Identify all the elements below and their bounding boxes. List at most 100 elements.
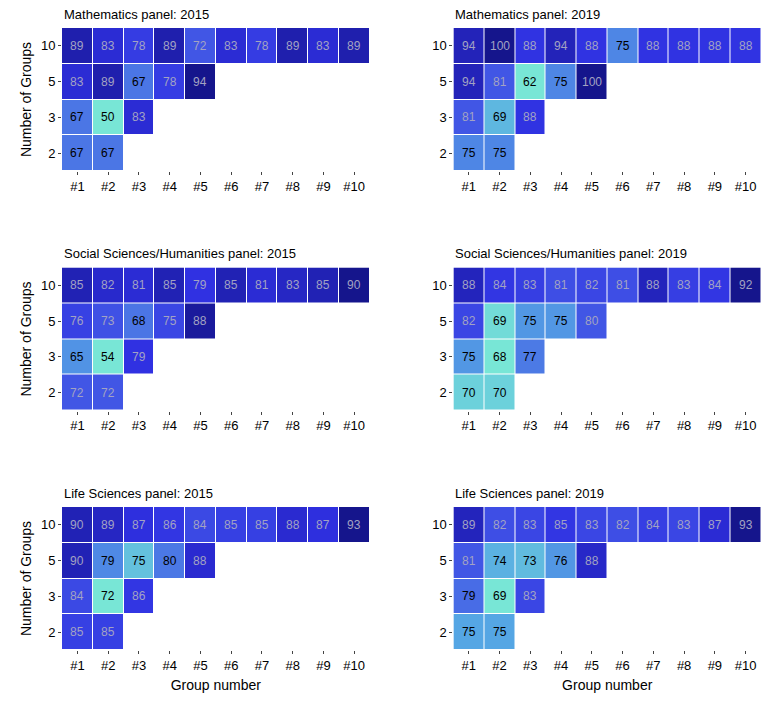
svg-text:81: 81: [462, 554, 476, 568]
svg-text:94: 94: [193, 75, 207, 89]
svg-text:#2: #2: [101, 418, 115, 433]
svg-text:88: 88: [523, 39, 537, 53]
svg-text:#4: #4: [162, 179, 176, 194]
svg-text:79: 79: [132, 350, 146, 364]
svg-text:69: 69: [493, 314, 507, 328]
svg-text:81: 81: [554, 278, 568, 292]
svg-text:88: 88: [462, 278, 476, 292]
svg-text:#3: #3: [523, 418, 537, 433]
svg-text:85: 85: [70, 625, 84, 639]
svg-text:#7: #7: [255, 179, 269, 194]
svg-text:89: 89: [70, 39, 84, 53]
svg-text:85: 85: [224, 518, 238, 532]
svg-text:Mathematics panel: 2015: Mathematics panel: 2015: [64, 7, 209, 22]
svg-text:75: 75: [616, 39, 630, 53]
svg-text:75: 75: [493, 625, 507, 639]
svg-text:90: 90: [347, 278, 361, 292]
svg-text:#8: #8: [285, 179, 299, 194]
svg-text:#6: #6: [224, 179, 238, 194]
svg-text:#1: #1: [462, 179, 476, 194]
svg-text:89: 89: [347, 39, 361, 53]
svg-text:77: 77: [523, 350, 537, 364]
svg-text:88: 88: [585, 554, 599, 568]
svg-text:84: 84: [646, 518, 660, 532]
svg-text:#2: #2: [101, 179, 115, 194]
svg-text:#3: #3: [132, 418, 146, 433]
svg-text:10: 10: [41, 278, 55, 293]
svg-text:#1: #1: [70, 179, 84, 194]
svg-text:89: 89: [101, 75, 115, 89]
svg-text:84: 84: [493, 278, 507, 292]
svg-text:Group number: Group number: [562, 677, 653, 693]
svg-text:#6: #6: [615, 658, 629, 673]
svg-text:2: 2: [48, 146, 55, 161]
svg-text:#4: #4: [162, 658, 176, 673]
svg-text:3: 3: [48, 589, 55, 604]
svg-text:88: 88: [286, 518, 300, 532]
svg-text:10: 10: [41, 517, 55, 532]
svg-text:54: 54: [101, 350, 115, 364]
svg-text:Social Sciences/Humanities pan: Social Sciences/Humanities panel: 2015: [64, 246, 296, 261]
svg-text:50: 50: [101, 110, 115, 124]
svg-text:72: 72: [193, 39, 207, 53]
svg-text:#9: #9: [708, 418, 722, 433]
svg-text:93: 93: [347, 518, 361, 532]
svg-text:#2: #2: [492, 179, 506, 194]
svg-text:86: 86: [132, 589, 146, 603]
svg-text:83: 83: [132, 110, 146, 124]
svg-text:72: 72: [101, 386, 115, 400]
svg-text:75: 75: [462, 625, 476, 639]
svg-text:72: 72: [70, 386, 84, 400]
svg-text:#9: #9: [708, 179, 722, 194]
svg-text:100: 100: [490, 39, 510, 53]
svg-text:90: 90: [70, 554, 84, 568]
svg-text:81: 81: [255, 278, 269, 292]
svg-text:83: 83: [101, 39, 115, 53]
svg-text:3: 3: [48, 349, 55, 364]
svg-text:73: 73: [523, 554, 537, 568]
svg-text:78: 78: [132, 39, 146, 53]
svg-text:75: 75: [493, 146, 507, 160]
svg-text:81: 81: [132, 278, 146, 292]
svg-text:#9: #9: [316, 418, 330, 433]
svg-text:88: 88: [646, 39, 660, 53]
svg-text:Number of Groups: Number of Groups: [18, 281, 34, 396]
svg-text:#6: #6: [615, 418, 629, 433]
svg-text:84: 84: [708, 278, 722, 292]
svg-text:85: 85: [101, 625, 115, 639]
svg-text:94: 94: [462, 39, 476, 53]
svg-text:69: 69: [493, 110, 507, 124]
svg-text:#6: #6: [224, 418, 238, 433]
svg-text:79: 79: [462, 589, 476, 603]
svg-text:75: 75: [554, 314, 568, 328]
svg-text:70: 70: [462, 386, 476, 400]
svg-text:75: 75: [462, 146, 476, 160]
svg-text:85: 85: [163, 278, 177, 292]
svg-text:#8: #8: [677, 179, 691, 194]
svg-text:#5: #5: [585, 658, 599, 673]
svg-text:79: 79: [193, 278, 207, 292]
svg-text:81: 81: [616, 278, 630, 292]
svg-text:#3: #3: [132, 658, 146, 673]
svg-text:#9: #9: [708, 658, 722, 673]
svg-text:93: 93: [739, 518, 753, 532]
svg-text:5: 5: [440, 74, 447, 89]
svg-text:#1: #1: [462, 658, 476, 673]
svg-text:83: 83: [224, 39, 238, 53]
svg-text:75: 75: [554, 75, 568, 89]
svg-text:#4: #4: [554, 179, 568, 194]
svg-text:Number of Groups: Number of Groups: [18, 42, 34, 157]
svg-text:82: 82: [585, 278, 599, 292]
svg-text:81: 81: [493, 75, 507, 89]
svg-text:10: 10: [432, 278, 446, 293]
svg-text:2: 2: [440, 385, 447, 400]
svg-text:65: 65: [70, 350, 84, 364]
svg-text:#2: #2: [101, 658, 115, 673]
svg-text:68: 68: [493, 350, 507, 364]
svg-text:2: 2: [48, 625, 55, 640]
svg-text:#3: #3: [523, 658, 537, 673]
svg-text:#6: #6: [224, 658, 238, 673]
svg-text:67: 67: [101, 146, 115, 160]
svg-text:72: 72: [101, 589, 115, 603]
svg-text:76: 76: [70, 314, 84, 328]
